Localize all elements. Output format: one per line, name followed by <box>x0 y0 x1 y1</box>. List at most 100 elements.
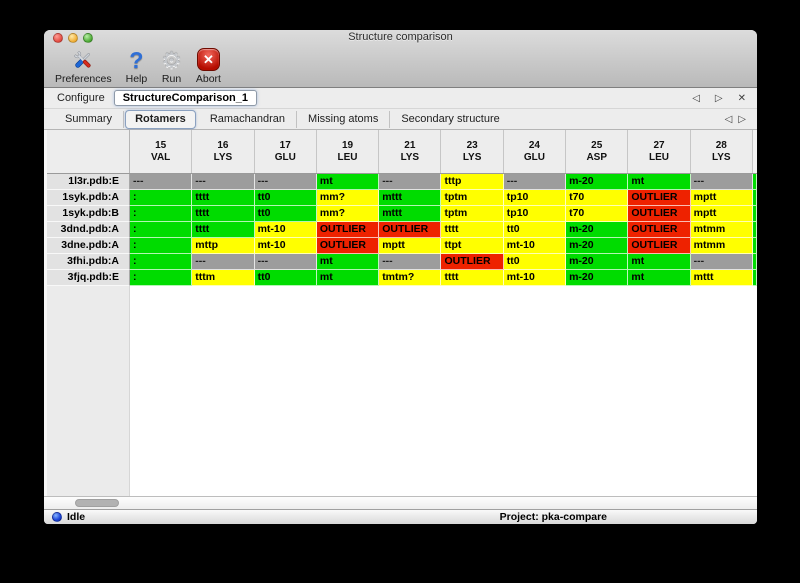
tabs-next-arrow-icon[interactable]: ▷ <box>738 113 746 125</box>
rotamer-cell[interactable]: OUTLIER <box>441 254 504 270</box>
rotamer-cell[interactable]: --- <box>192 254 255 270</box>
rotamer-cell[interactable]: tmtm? <box>379 270 442 286</box>
rotamer-cell[interactable]: m-20 <box>566 270 629 286</box>
rotamer-cell[interactable]: OUTLIER <box>316 222 380 238</box>
rotamer-cell[interactable] <box>752 222 757 238</box>
row-header-1l3r-pdb-e[interactable]: 1l3r.pdb:E <box>44 174 130 190</box>
rotamer-cell[interactable] <box>752 206 757 222</box>
rotamer-cell[interactable]: tptm <box>441 190 504 206</box>
rotamer-cell[interactable]: mtmm <box>690 222 753 238</box>
rotamer-cell[interactable]: ttpt <box>441 238 504 254</box>
row-header-1syk-pdb-b[interactable]: 1syk.pdb:B <box>44 206 130 222</box>
rotamer-cell[interactable]: mptt <box>379 238 442 254</box>
rotamer-cell[interactable] <box>752 174 757 190</box>
rotamer-cell[interactable]: m-20 <box>566 222 629 238</box>
rotamer-cell[interactable]: mttp <box>192 238 255 254</box>
rotamer-cell[interactable]: mt-10 <box>503 238 567 254</box>
next-arrow-icon[interactable]: ▷ <box>714 92 723 104</box>
rotamer-cell[interactable]: : <box>130 206 193 222</box>
column-header-23[interactable]: 23 LYS <box>441 130 504 173</box>
rotamer-cell[interactable] <box>752 270 757 286</box>
rotamer-cell[interactable]: --- <box>192 174 255 190</box>
rotamer-cell[interactable]: mm? <box>316 190 380 206</box>
tab-ramachandran[interactable]: Ramachandran <box>199 110 298 128</box>
rotamer-cell[interactable]: --- <box>254 174 317 190</box>
close-window-button[interactable] <box>53 33 63 43</box>
rotamer-cell[interactable]: tp10 <box>503 190 567 206</box>
rotamer-cell[interactable]: --- <box>379 174 442 190</box>
rotamer-cell[interactable]: --- <box>503 174 567 190</box>
rotamer-cell[interactable]: OUTLIER <box>628 238 691 254</box>
help-button[interactable]: ? Help <box>123 46 151 86</box>
column-header-21[interactable]: 21 LYS <box>379 130 442 173</box>
rotamer-cell[interactable]: tttm <box>192 270 255 286</box>
rotamer-cell[interactable]: --- <box>690 254 753 270</box>
tab-summary[interactable]: Summary <box>54 110 125 128</box>
rotamer-cell[interactable]: mptt <box>690 206 753 222</box>
rotamer-cell[interactable]: mt-10 <box>254 222 317 238</box>
column-header-25[interactable]: 25 ASP <box>566 130 629 173</box>
column-header-17[interactable]: 17 GLU <box>254 130 317 173</box>
rotamer-cell[interactable]: mm? <box>316 206 380 222</box>
configure-selector[interactable]: StructureComparison_1 <box>113 90 258 106</box>
rotamer-cell[interactable]: mt <box>628 270 691 286</box>
rotamer-cell[interactable]: m-20 <box>566 254 629 270</box>
prev-arrow-icon[interactable]: ◁ <box>692 92 700 104</box>
rotamer-cell[interactable]: : <box>130 238 193 254</box>
column-header-15[interactable]: 15 VAL <box>130 130 193 173</box>
column-header-28[interactable]: 28 LYS <box>690 130 753 173</box>
rotamer-cell[interactable]: tp10 <box>503 206 567 222</box>
row-header-3dnd-pdb-a[interactable]: 3dnd.pdb:A <box>44 222 130 238</box>
run-button[interactable]: ⚙ Run <box>158 46 185 86</box>
tab-rotamers[interactable]: Rotamers <box>125 109 196 129</box>
rotamer-cell[interactable]: mt <box>316 254 380 270</box>
rotamer-cell[interactable]: : <box>130 254 193 270</box>
rotamer-cell[interactable]: t70 <box>566 190 629 206</box>
rotamer-cell[interactable]: tttt <box>441 270 504 286</box>
row-header-3dne-pdb-a[interactable]: 3dne.pdb:A <box>44 238 130 254</box>
column-header-24[interactable]: 24 GLU <box>503 130 567 173</box>
rotamer-cell[interactable]: tttt <box>192 190 255 206</box>
rotamer-cell[interactable]: tttt <box>192 206 255 222</box>
rotamer-cell[interactable]: m-20 <box>566 174 629 190</box>
column-header-27[interactable]: 27 LEU <box>628 130 691 173</box>
tab-secondary-structure[interactable]: Secondary structure <box>401 112 500 125</box>
rotamer-cell[interactable]: --- <box>379 254 442 270</box>
rotamer-cell[interactable]: mtmm <box>690 238 753 254</box>
rotamer-cell[interactable]: t70 <box>566 206 629 222</box>
rotamer-cell[interactable]: tt0 <box>254 270 317 286</box>
rotamer-cell[interactable]: tt0 <box>254 206 317 222</box>
zoom-window-button[interactable] <box>83 33 93 43</box>
rotamer-cell[interactable]: OUTLIER <box>379 222 442 238</box>
rotamer-cell[interactable]: --- <box>690 174 753 190</box>
rotamer-cell[interactable]: OUTLIER <box>628 222 691 238</box>
rotamer-cell[interactable]: m-20 <box>566 238 629 254</box>
minimize-window-button[interactable] <box>68 33 78 43</box>
column-header-19[interactable]: 19 LEU <box>316 130 380 173</box>
rotamer-cell[interactable]: mttt <box>379 206 442 222</box>
preferences-button[interactable]: Preferences <box>52 46 115 85</box>
rotamer-cell[interactable]: mttt <box>690 270 753 286</box>
rotamer-cell[interactable]: tptm <box>441 206 504 222</box>
column-header-16[interactable]: 16 LYS <box>192 130 255 173</box>
rotamer-cell[interactable]: mt-10 <box>254 238 317 254</box>
titlebar[interactable]: Structure comparison <box>44 30 757 45</box>
rotamer-cell[interactable]: OUTLIER <box>628 190 691 206</box>
rotamer-cell[interactable]: mt-10 <box>503 270 567 286</box>
rotamer-cell[interactable]: : <box>130 190 193 206</box>
row-header-3fhi-pdb-a[interactable]: 3fhi.pdb:A <box>44 254 130 270</box>
rotamer-cell[interactable]: tttt <box>441 222 504 238</box>
rotamer-cell[interactable]: tt0 <box>503 222 567 238</box>
rotamer-cell[interactable]: --- <box>130 174 193 190</box>
rotamer-cell[interactable] <box>752 254 757 270</box>
rotamer-cell[interactable]: tttp <box>441 174 504 190</box>
rotamer-cell[interactable]: : <box>130 270 193 286</box>
rotamer-cell[interactable]: mttt <box>379 190 442 206</box>
rotamer-cell[interactable]: : <box>130 222 193 238</box>
tabs-prev-arrow-icon[interactable]: ◁ <box>724 113 733 125</box>
rotamer-cell[interactable]: mt <box>628 174 691 190</box>
row-header-1syk-pdb-a[interactable]: 1syk.pdb:A <box>44 190 130 206</box>
scrollbar-thumb[interactable] <box>75 499 119 507</box>
rotamer-cell[interactable]: tttt <box>192 222 255 238</box>
rotamer-cell[interactable] <box>752 238 757 254</box>
